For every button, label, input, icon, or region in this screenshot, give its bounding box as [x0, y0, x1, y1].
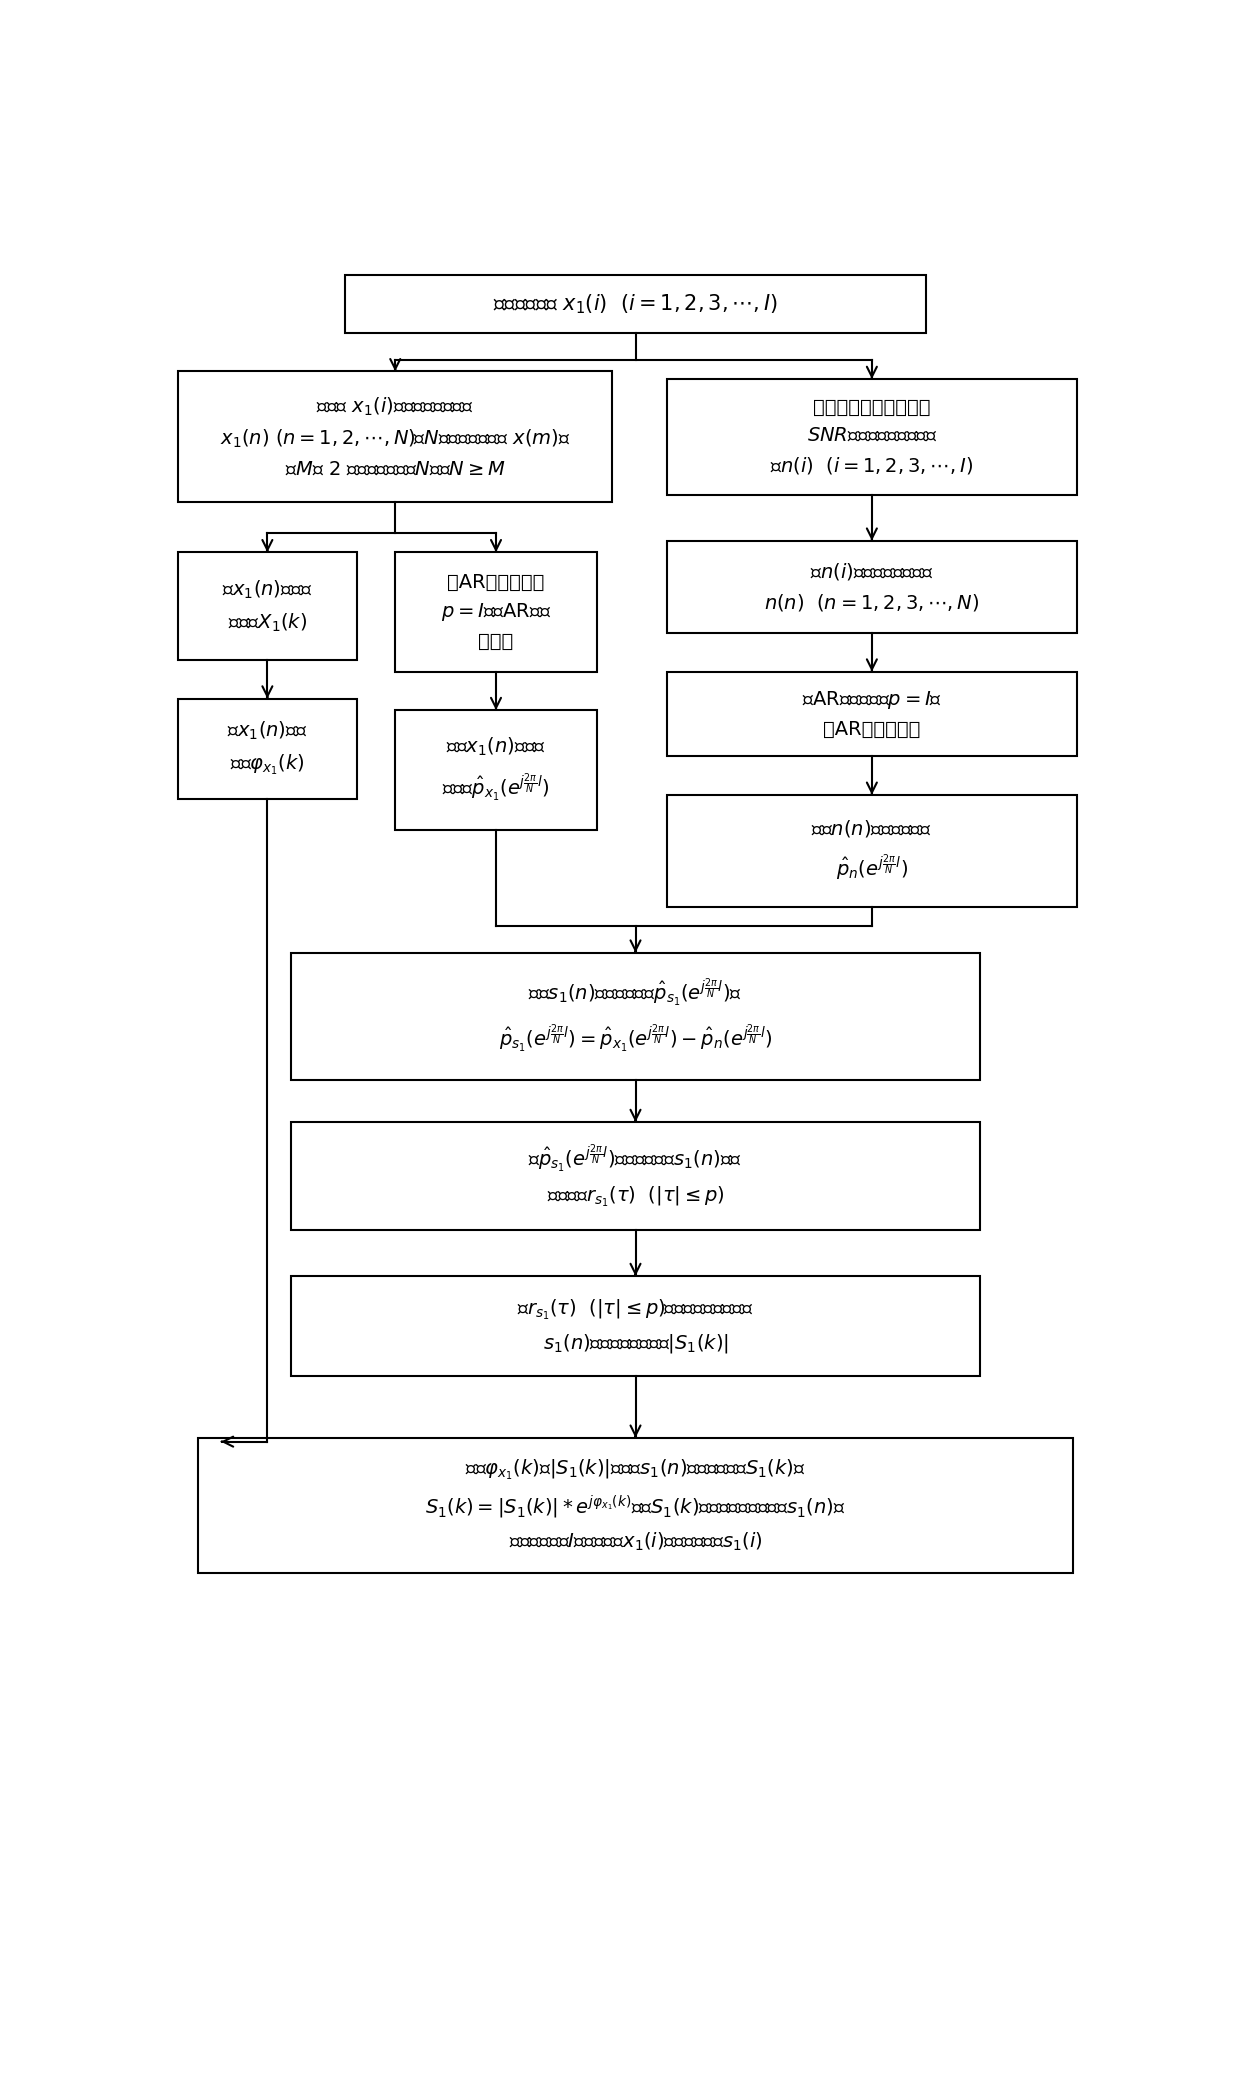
Bar	[197, 1438, 1074, 1573]
Text: 求$x_1(n)$的相
位谱$\varphi_{x_1}(k)$: 求$x_1(n)$的相 位谱$\varphi_{x_1}(k)$	[227, 720, 308, 777]
Bar	[396, 552, 596, 672]
Text: 估计$n(n)$的功率谱密度
$\hat{p}_n(e^{j\frac{2\pi}{N}l})$: 估计$n(n)$的功率谱密度 $\hat{p}_n(e^{j\frac{2\pi…	[811, 817, 932, 884]
Bar	[290, 953, 981, 1079]
Text: 根据信号的功率信噪比
$SNR$，设计伪高斯随机噪
声$n(i)$  ($i=1,2,3,\cdots,I$): 根据信号的功率信噪比 $SNR$，设计伪高斯随机噪 声$n(i)$ ($i=1,…	[770, 397, 973, 477]
Bar	[396, 710, 596, 830]
Bar	[290, 1121, 981, 1231]
Text: 去噪前混合信 $x_1(i)$  ($i=1,2,3,\cdots,I$): 去噪前混合信 $x_1(i)$ ($i=1,2,3,\cdots,I$)	[494, 292, 777, 315]
Bar	[290, 1277, 981, 1376]
Text: 给信号 $x_1(i)$补零，得到新信号
$x_1(n)$ ($n=1,2,\cdots,N$)，$N$为最接近原信号 $x(m)$长
度$M$的 2 的整数次: 给信号 $x_1(i)$补零，得到新信号 $x_1(n)$ ($n=1,2,\c…	[219, 395, 570, 479]
Bar	[667, 540, 1078, 634]
Text: 对$\hat{p}_{s_1}(e^{j\frac{2\pi}{N}l})$作逆变换，求$s_1(n)$的自
相关函数$r_{s_1}(\tau)$  ($|\: 对$\hat{p}_{s_1}(e^{j\frac{2\pi}{N}l})$作逆…	[528, 1142, 743, 1210]
Text: 对$r_{s_1}(\tau)$  ($|\tau|\leq p$)进行处理变换，得到
$s_1(n)$傅里叶变换的幅值$|S_1(k)|$: 对$r_{s_1}(\tau)$ ($|\tau|\leq p$)进行处理变换，…	[517, 1298, 754, 1354]
Text: 估计$x_1(n)$的功率
谱密度$\hat{p}_{x_1}(e^{j\frac{2\pi}{N}l})$: 估计$x_1(n)$的功率 谱密度$\hat{p}_{x_1}(e^{j\fra…	[443, 735, 549, 804]
Text: 给$n(i)$补零，得到新信号
$n(n)$  ($n=1,2,3,\cdots,N$): 给$n(i)$补零，得到新信号 $n(n)$ ($n=1,2,3,\cdots,…	[764, 561, 980, 613]
Bar	[345, 275, 926, 332]
Text: 取AR模型的阶数
$p=I$，求AR模型
的参数: 取AR模型的阶数 $p=I$，求AR模型 的参数	[440, 573, 552, 651]
Text: 求$x_1(n)$的傅里
叶变换$X_1(k)$: 求$x_1(n)$的傅里 叶变换$X_1(k)$	[222, 580, 312, 634]
Bar	[179, 699, 357, 798]
Bar	[667, 794, 1078, 907]
Bar	[179, 552, 357, 659]
Bar	[667, 672, 1078, 756]
Text: 计算$s_1(n)$的功率谱密度$\hat{p}_{s_1}(e^{j\frac{2\pi}{N}l})$，
$\hat{p}_{s_1}(e^{j\frac{: 计算$s_1(n)$的功率谱密度$\hat{p}_{s_1}(e^{j\frac…	[498, 976, 773, 1056]
Bar	[179, 372, 613, 502]
Text: 取AR模型的阶数$p=I$，
求AR模型的参数: 取AR模型的阶数$p=I$， 求AR模型的参数	[802, 689, 942, 739]
Text: 结合$\varphi_{x_1}(k)$和$|S_1(k)|$，得到$s_1(n)$的傅里叶变换$S_1(k)$，
$S_1(k)=|S_1(k)|*e^{j\: 结合$\varphi_{x_1}(k)$和$|S_1(k)|$，得到$s_1(n…	[425, 1457, 846, 1554]
Bar	[667, 378, 1078, 494]
